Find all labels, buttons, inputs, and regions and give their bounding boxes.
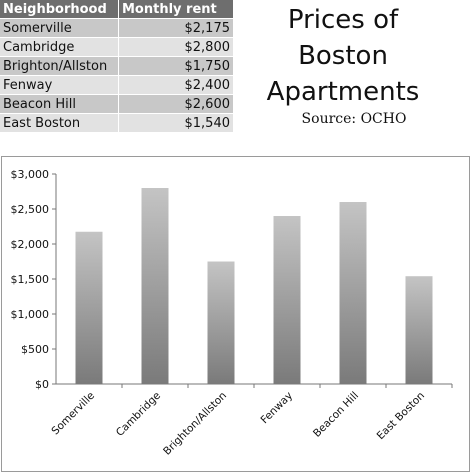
bar-east-boston [405, 276, 433, 384]
rent-table: Neighborhood Monthly rent Somerville $2,… [0, 0, 233, 132]
header-neighborhood: Neighborhood [0, 0, 119, 19]
table-header-row: Neighborhood Monthly rent [0, 0, 233, 19]
header-monthly-rent: Monthly rent [118, 0, 233, 19]
x-tick-label: Brighton/Allston [161, 390, 229, 458]
chart-title: Prices of Boston Apartments [240, 2, 446, 110]
x-tick-label: Somerville [49, 390, 97, 438]
title-line-2: Apartments [266, 77, 420, 107]
x-tick-label: East Boston [375, 390, 428, 443]
x-tick-label: Beacon Hill [311, 390, 361, 440]
cell-neighborhood: Somerville [0, 18, 119, 38]
cell-rent: $2,400 [118, 75, 233, 95]
x-tick-label: Cambridge [114, 390, 163, 439]
y-tick-label: $1,500 [11, 273, 50, 286]
y-tick-label: $1,000 [11, 308, 50, 321]
cell-rent: $1,750 [118, 56, 233, 76]
cell-neighborhood: Fenway [0, 75, 119, 95]
y-tick-label: $2,000 [11, 238, 50, 251]
table-row: Fenway $2,400 [0, 75, 233, 95]
source-note: Source: OCHO [301, 111, 407, 127]
y-tick-label: $0 [35, 378, 49, 391]
table-row: East Boston $1,540 [0, 113, 233, 132]
bar-somerville [75, 231, 103, 384]
table-row: Somerville $2,175 [0, 18, 233, 38]
bar-beacon-hill [339, 202, 367, 384]
x-tick-label: Fenway [258, 390, 295, 427]
cell-rent: $2,600 [118, 94, 233, 114]
bar-cambridge [141, 188, 169, 384]
table-row: Brighton/Allston $1,750 [0, 56, 233, 76]
chart-frame [1, 156, 470, 472]
bar-brighton-allston [207, 261, 235, 384]
y-tick-label: $3,000 [11, 168, 50, 181]
y-tick-label: $500 [21, 343, 49, 356]
cell-neighborhood: East Boston [0, 113, 119, 132]
bar-fenway [273, 216, 301, 384]
cell-neighborhood: Brighton/Allston [0, 56, 119, 76]
table-row: Cambridge $2,800 [0, 37, 233, 57]
title-line-1: Prices of Boston [287, 5, 399, 71]
cell-neighborhood: Cambridge [0, 37, 119, 57]
cell-rent: $2,800 [118, 37, 233, 57]
cell-neighborhood: Beacon Hill [0, 94, 119, 114]
table-row: Beacon Hill $2,600 [0, 94, 233, 114]
cell-rent: $1,540 [118, 113, 233, 132]
y-tick-label: $2,500 [11, 203, 50, 216]
cell-rent: $2,175 [118, 18, 233, 38]
